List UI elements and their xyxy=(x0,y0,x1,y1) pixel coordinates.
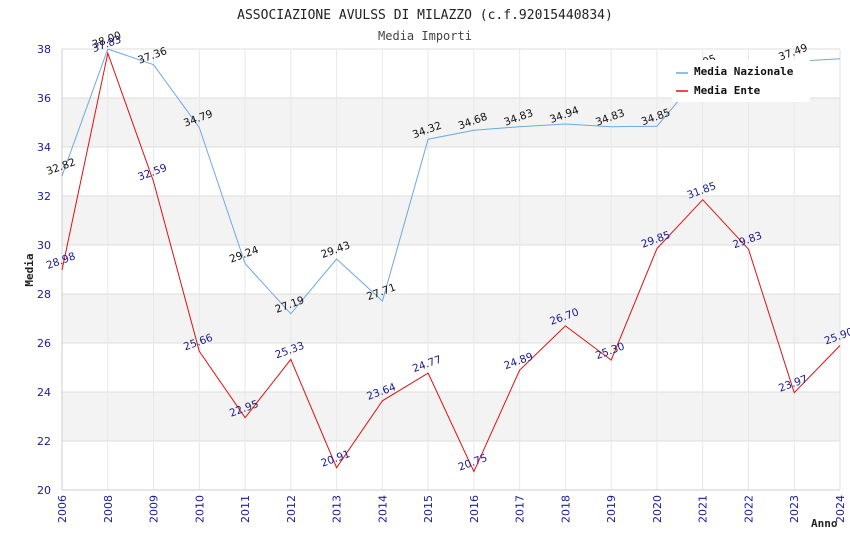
x-tick-label: 2019 xyxy=(605,495,618,523)
grid-bands xyxy=(62,49,840,490)
grid-band xyxy=(62,343,840,392)
x-tick-label: 2008 xyxy=(102,495,115,523)
legend: Media Nazionale Media Ente xyxy=(672,60,810,102)
series-line-media-ente xyxy=(61,51,841,473)
x-tick-label: 2013 xyxy=(331,495,344,523)
grid-band xyxy=(62,294,840,343)
y-tick-label: 34 xyxy=(37,141,51,154)
grid-band xyxy=(62,98,840,147)
x-tick-label: 2011 xyxy=(239,495,252,523)
x-tick-label: 2009 xyxy=(148,495,161,523)
x-tick-label: 2012 xyxy=(285,495,298,523)
x-tick-label: 2016 xyxy=(468,495,481,523)
x-tick-label: 2023 xyxy=(788,495,801,523)
x-tick-label: 2006 xyxy=(56,495,69,523)
y-tick-label: 24 xyxy=(37,386,51,399)
chart-title: ASSOCIAZIONE AVULSS DI MILAZZO (c.f.9201… xyxy=(237,8,613,23)
x-tick-label: 2018 xyxy=(559,495,572,523)
x-tick-label: 2015 xyxy=(422,495,435,523)
y-tick-label: 38 xyxy=(37,43,51,56)
y-tick-labels: 20 22 24 26 28 30 32 34 36 38 xyxy=(37,43,51,497)
y-tick-label: 28 xyxy=(37,288,51,301)
x-tick-labels: 2006 2008 2009 2010 2011 2012 2013 2014 2015 2016… xyxy=(56,495,847,523)
y-tick-label: 32 xyxy=(37,190,51,203)
grid-band xyxy=(62,245,840,294)
x-tick-label: 2020 xyxy=(651,495,664,523)
x-tick-label: 2022 xyxy=(742,495,755,523)
x-tick-label: 2017 xyxy=(514,495,527,523)
grid-band xyxy=(62,196,840,245)
legend-label-media-ente: Media Ente xyxy=(694,84,761,97)
y-tick-label: 26 xyxy=(37,337,51,350)
chart-subtitle: Media Importi xyxy=(378,29,472,43)
y-axis-label: Media xyxy=(23,253,36,286)
legend-background xyxy=(672,60,810,102)
grid-band xyxy=(62,392,840,441)
legend-label-media-nazionale: Media Nazionale xyxy=(694,65,794,78)
grid-band xyxy=(62,147,840,196)
y-tick-label: 30 xyxy=(37,239,51,252)
x-axis-label: Anno xyxy=(811,517,838,530)
grid-band xyxy=(62,441,840,490)
x-tick-label: 2014 xyxy=(376,495,389,523)
x-tick-label: 2024 xyxy=(834,495,847,523)
x-tick-label: 2021 xyxy=(697,495,710,523)
y-tick-label: 36 xyxy=(37,92,51,105)
x-tick-label: 2010 xyxy=(193,495,206,523)
y-tick-label: 22 xyxy=(37,435,51,448)
y-tick-label: 20 xyxy=(37,484,51,497)
